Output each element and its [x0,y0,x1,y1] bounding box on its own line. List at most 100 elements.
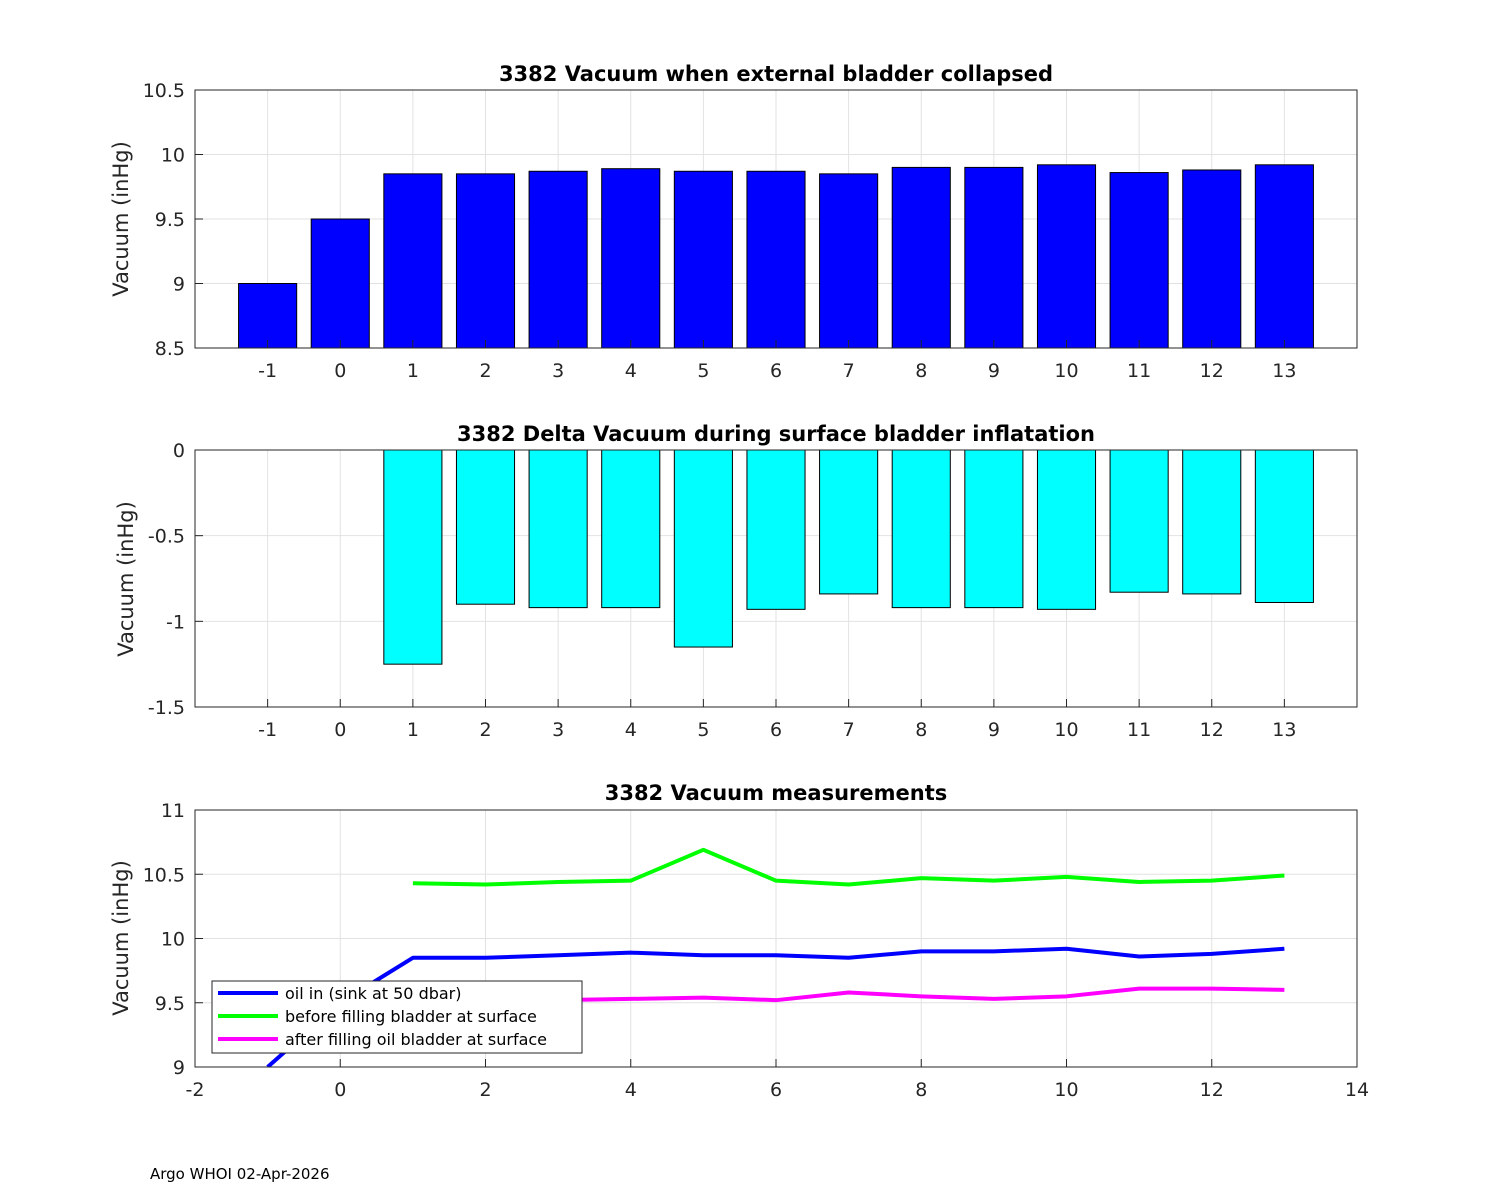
x-tick-label: 11 [1127,719,1151,741]
y-tick-label: -0.5 [148,526,185,548]
x-tick-label: 3 [552,719,564,741]
x-tick-label: 13 [1272,360,1296,382]
bars [383,449,1314,665]
bar [1036,164,1097,349]
x-tick-label: 4 [625,719,637,741]
y-tick-label: -1.5 [148,697,185,719]
bar [528,449,588,609]
x-tick-label: 6 [770,360,782,382]
bar [673,449,733,648]
bar [601,449,661,609]
y-axis-label: Vacuum (inHg) [114,501,138,657]
y-tick-labels: -1.5 -1 -0.5 0 [148,440,203,719]
x-tick-label: 12 [1200,360,1224,382]
y-axis-label: Vacuum (inHg) [109,860,133,1016]
bar [746,170,806,349]
y-tick-label: 10 [161,145,185,167]
y-tick-label: 10.5 [143,864,185,886]
x-tick-label: 7 [843,360,855,382]
bar [819,449,879,595]
x-tick-label: 2 [479,1079,491,1101]
legend-label-oil-in: oil in (sink at 50 dbar) [285,984,462,1003]
x-tick-label: 6 [770,719,782,741]
bar [310,218,370,349]
x-tick-label: 0 [334,360,346,382]
x-tick-label: 1 [407,360,419,382]
chart-title: 3382 Delta Vacuum during surface bladder… [457,422,1095,446]
x-tick-label: 3 [552,360,564,382]
bar [455,173,516,349]
y-tick-label: 9 [173,1057,185,1079]
bar [383,173,443,349]
bar [238,283,298,349]
x-tick-label: 8 [915,719,927,741]
bar [383,449,443,665]
grid-lines [195,810,1357,1067]
x-tick-labels: -1 0 1 2 3 4 5 6 7 8 9 10 11 12 13 [258,340,1296,382]
bar [1182,169,1242,349]
x-tick-label: 10 [1054,1079,1078,1101]
y-tick-label: -1 [166,611,185,633]
bar [1254,164,1314,349]
y-tick-label: 9 [173,274,185,296]
chart-title: 3382 Vacuum when external bladder collap… [499,62,1053,86]
y-tick-label: 9.5 [155,993,185,1015]
x-tick-label: 13 [1272,719,1296,741]
y-tick-label: 10 [161,929,185,951]
x-tick-label: 4 [625,1079,637,1101]
x-tick-label: 2 [479,719,491,741]
bar [964,449,1024,609]
x-tick-label: 9 [988,360,1000,382]
x-tick-labels: -2 0 2 4 6 8 10 12 14 [186,1059,1369,1101]
x-tick-label: 10 [1054,719,1078,741]
x-tick-label: 8 [915,1079,927,1101]
y-tick-label: 8.5 [155,338,185,360]
bar [601,168,661,349]
bar [819,173,879,349]
y-axis-label: Vacuum (inHg) [109,141,133,297]
bar [746,449,806,610]
x-tick-label: 11 [1127,360,1151,382]
x-tick-label: 14 [1345,1079,1369,1101]
y-tick-labels: 8.5 9 9.5 10 10.5 [143,80,203,360]
x-tick-label: 9 [988,719,1000,741]
footer-credit: Argo WHOI 02-Apr-2026 [150,1165,330,1183]
y-tick-label: 9.5 [155,209,185,231]
x-tick-label: -2 [186,1079,205,1101]
y-tick-label: 11 [161,800,185,822]
x-tick-label: 1 [407,719,419,741]
bar [1036,449,1097,610]
bar [1109,449,1169,593]
bars [238,164,1314,349]
x-tick-label: 8 [915,360,927,382]
x-tick-label: 6 [770,1079,782,1101]
legend-label-before-filling: before filling bladder at surface [285,1007,537,1026]
legend-label-after-filling: after filling oil bladder at surface [285,1030,547,1049]
bar [1254,449,1314,603]
x-tick-label: 12 [1200,719,1224,741]
x-tick-label: 5 [697,719,709,741]
bar [964,166,1024,349]
chart-title: 3382 Vacuum measurements [605,781,948,805]
x-tick-labels: -1 0 1 2 3 4 5 6 7 8 9 10 11 12 13 [258,699,1296,741]
x-tick-label: 0 [334,1079,346,1101]
bar [1109,172,1169,349]
series-line [266,946,1285,1067]
x-tick-label: -1 [258,719,277,741]
x-tick-label: 12 [1200,1079,1224,1101]
x-tick-label: 7 [843,719,855,741]
bar [891,449,951,609]
chart-panel-vacuum-measurements: -2 0 2 4 6 8 10 12 14 9 9.5 10 10.5 11 3382 Vacuum m… [109,781,1369,1101]
x-tick-label: 10 [1054,360,1078,382]
y-tick-label: 0 [173,440,185,462]
bar [455,449,516,605]
bar [528,170,588,349]
legend: oil in (sink at 50 dbar) before filling … [211,980,583,1054]
chart-panel-delta-vacuum: -1 0 1 2 3 4 5 6 7 8 9 10 11 12 13 -1.5-1-0.50 3382 De… [114,422,1358,741]
x-tick-label: 5 [697,360,709,382]
bar [1182,449,1242,595]
series-line [412,847,1285,887]
x-tick-label: 2 [479,360,491,382]
